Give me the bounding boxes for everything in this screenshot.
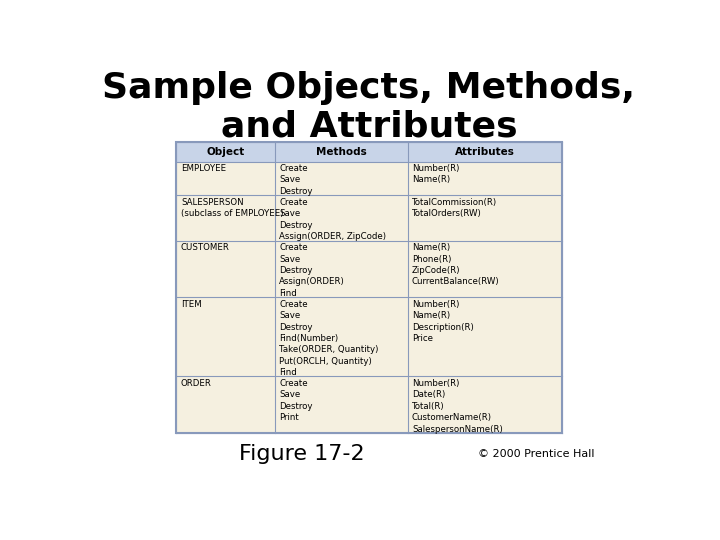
Text: Number(R)
Date(R)
Total(R)
CustomerName(R)
SalespersonName(R): Number(R) Date(R) Total(R) CustomerName(… xyxy=(412,379,503,434)
Text: ORDER: ORDER xyxy=(181,379,212,388)
Text: Number(R)
Name(R): Number(R) Name(R) xyxy=(412,164,459,185)
Text: SALESPERSON
(subclass of EMPLOYEE): SALESPERSON (subclass of EMPLOYEE) xyxy=(181,198,284,218)
FancyBboxPatch shape xyxy=(176,141,562,161)
Text: Create
Save
Destroy: Create Save Destroy xyxy=(279,164,312,196)
Text: © 2000 Prentice Hall: © 2000 Prentice Hall xyxy=(478,449,595,458)
Text: TotalCommission(R)
TotalOrders(RW): TotalCommission(R) TotalOrders(RW) xyxy=(412,198,497,218)
Text: Sample Objects, Methods,
and Attributes: Sample Objects, Methods, and Attributes xyxy=(102,71,636,143)
FancyBboxPatch shape xyxy=(176,141,562,433)
Text: Object: Object xyxy=(207,147,245,157)
Text: Figure 17-2: Figure 17-2 xyxy=(239,443,365,463)
Text: Create
Save
Destroy
Assign(ORDER)
Find: Create Save Destroy Assign(ORDER) Find xyxy=(279,243,345,298)
Text: Create
Save
Destroy
Print: Create Save Destroy Print xyxy=(279,379,312,422)
Text: Name(R)
Phone(R)
ZipCode(R)
CurrentBalance(RW): Name(R) Phone(R) ZipCode(R) CurrentBalan… xyxy=(412,243,500,287)
Text: CUSTOMER: CUSTOMER xyxy=(181,243,230,252)
Text: Create
Save
Destroy
Assign(ORDER, ZipCode): Create Save Destroy Assign(ORDER, ZipCod… xyxy=(279,198,386,241)
Text: Number(R)
Name(R)
Description(R)
Price: Number(R) Name(R) Description(R) Price xyxy=(412,300,474,343)
Text: Methods: Methods xyxy=(315,147,366,157)
Text: Create
Save
Destroy
Find(Number)
Take(ORDER, Quantity)
Put(ORCLH, Quantity)
Find: Create Save Destroy Find(Number) Take(OR… xyxy=(279,300,379,377)
Text: EMPLOYEE: EMPLOYEE xyxy=(181,164,226,173)
Text: ITEM: ITEM xyxy=(181,300,202,309)
Text: Attributes: Attributes xyxy=(454,147,515,157)
